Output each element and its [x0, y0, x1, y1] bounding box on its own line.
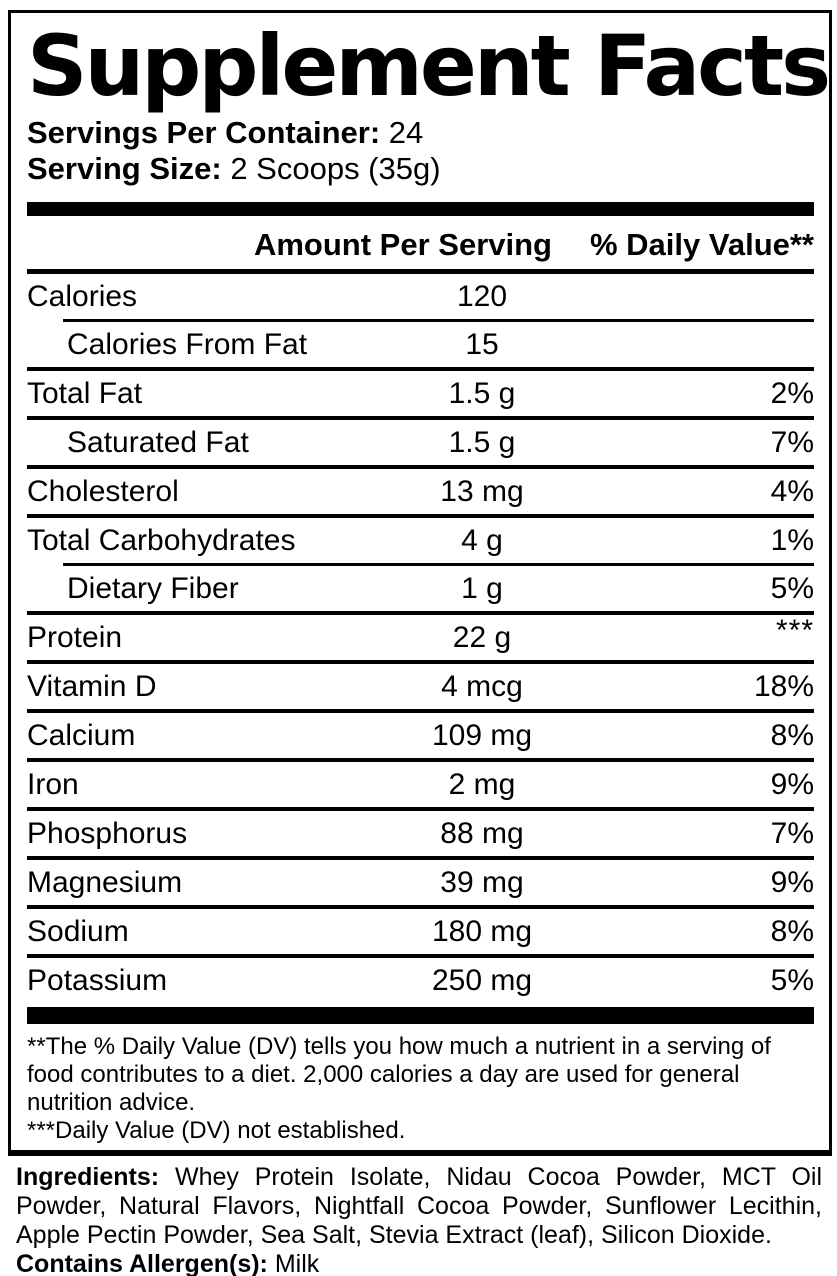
allergen-line: Contains Allergen(s): Milk — [16, 1250, 822, 1276]
nutrient-amount: 4 mcg — [441, 669, 523, 703]
nutrient-name: Phosphorus — [27, 816, 188, 850]
row-separator-indented — [63, 563, 814, 566]
row-separator — [27, 905, 814, 909]
nutrient-daily-value: 5% — [770, 963, 814, 997]
column-header-daily-value: % Daily Value** — [589, 227, 814, 262]
ingredients-paragraph: Ingredients: Whey Protein Isolate, Nidau… — [16, 1163, 822, 1250]
nutrient-name: Cholesterol — [27, 474, 179, 508]
nutrient-name: Iron — [27, 767, 79, 801]
panel-title: Supplement Facts — [27, 17, 831, 115]
nutrient-amount: 120 — [456, 279, 508, 313]
nutrient-daily-value: 8% — [770, 718, 814, 752]
nutrient-name: Potassium — [27, 963, 168, 997]
row-calories: Calories 120 — [27, 274, 814, 319]
nutrient-name: Vitamin D — [27, 669, 157, 703]
nutrient-name: Calcium — [27, 718, 136, 752]
allergen-value: Milk — [274, 1250, 320, 1276]
nutrient-amount: 1 g — [461, 571, 503, 605]
column-header-amount: Amount Per Serving — [253, 227, 552, 262]
row-calories-from-fat: Calories From Fat 15 — [27, 322, 814, 367]
nutrient-name: Calories From Fat — [67, 327, 308, 361]
nutrient-name: Sodium — [27, 914, 129, 948]
row-magnesium: Magnesium 39 mg 9% — [27, 860, 814, 905]
nutrient-amount: 250 mg — [431, 963, 533, 997]
nutrient-name: Saturated Fat — [67, 425, 249, 459]
nutrient-name: Total Carbohydrates — [27, 523, 296, 557]
nutrient-daily-value: 4% — [770, 474, 814, 508]
row-phosphorus: Phosphorus 88 mg 7% — [27, 811, 814, 856]
nutrient-amount: 4 g — [461, 523, 503, 557]
footnotes: **The % Daily Value (DV) tells you how m… — [27, 1033, 814, 1145]
row-separator — [27, 709, 814, 713]
row-total-carbohydrates: Total Carbohydrates 4 g 1% — [27, 518, 814, 563]
nutrient-daily-value: 7% — [770, 425, 814, 459]
row-separator — [27, 465, 814, 469]
row-dietary-fiber: Dietary Fiber 1 g 5% — [27, 566, 814, 611]
row-saturated-fat: Saturated Fat 1.5 g 7% — [27, 420, 814, 465]
ingredients-section: Ingredients: Whey Protein Isolate, Nidau… — [16, 1163, 822, 1276]
nutrient-amount: 88 mg — [440, 816, 524, 850]
ingredients-list: Whey Protein Isolate, Nidau Cocoa Powder… — [16, 1163, 822, 1249]
nutrient-daily-value: 9% — [770, 767, 814, 801]
not-established-footnote: ***Daily Value (DV) not established. — [27, 1117, 406, 1144]
nutrient-amount: 1.5 g — [448, 425, 516, 459]
row-separator — [27, 514, 814, 518]
servings-per-container-value: 24 — [388, 115, 424, 150]
nutrient-name: Total Fat — [27, 376, 143, 410]
nutrient-amount: 180 mg — [431, 914, 533, 948]
nutrient-amount: 109 mg — [431, 718, 533, 752]
daily-value-footnote: **The % Daily Value (DV) tells you how m… — [27, 1033, 771, 1116]
nutrient-daily-value: 5% — [770, 571, 814, 605]
row-cholesterol: Cholesterol 13 mg 4% — [27, 469, 814, 514]
serving-size-line: Serving Size: 2 Scoops (35g) — [27, 151, 814, 187]
nutrient-name: Calories — [27, 279, 138, 313]
row-separator — [27, 807, 814, 811]
row-separator-indented — [63, 319, 814, 322]
nutrient-daily-value: 8% — [770, 914, 814, 948]
nutrient-name: Magnesium — [27, 865, 183, 899]
nutrient-name: Dietary Fiber — [67, 571, 239, 605]
nutrient-amount: 39 mg — [440, 865, 524, 899]
row-potassium: Potassium 250 mg 5% — [27, 958, 814, 1003]
servings-per-container-label: Servings Per Container: — [27, 115, 381, 150]
nutrient-amount: 15 — [465, 327, 499, 361]
row-vitamin-d: Vitamin D 4 mcg 18% — [27, 664, 814, 709]
row-separator — [27, 856, 814, 860]
table-column-header: Amount Per Serving % Daily Value** — [27, 216, 814, 269]
row-sodium: Sodium 180 mg 8% — [27, 909, 814, 954]
nutrient-daily-value: 2% — [770, 376, 814, 410]
allergen-label: Contains Allergen(s): — [16, 1250, 268, 1276]
nutrient-daily-value: 9% — [770, 865, 814, 899]
nutrient-daily-value: 7% — [770, 816, 814, 850]
row-separator — [27, 660, 814, 664]
nutrient-daily-value: 18% — [753, 669, 814, 703]
row-iron: Iron 2 mg 9% — [27, 762, 814, 807]
row-separator — [27, 758, 814, 762]
row-protein: Protein 22 g *** — [27, 613, 814, 660]
row-total-fat: Total Fat 1.5 g 2% — [27, 371, 814, 416]
row-separator — [27, 367, 814, 371]
serving-size-label: Serving Size: — [27, 151, 222, 186]
nutrient-daily-value: *** — [775, 613, 814, 647]
nutrient-amount: 2 mg — [448, 767, 516, 801]
ingredients-label: Ingredients: — [16, 1163, 160, 1191]
thick-divider-top — [27, 202, 814, 216]
row-separator — [27, 611, 814, 615]
row-calcium: Calcium 109 mg 8% — [27, 713, 814, 758]
nutrient-daily-value: 1% — [770, 523, 814, 557]
row-separator — [27, 416, 814, 420]
thick-divider-bottom — [27, 1007, 814, 1024]
servings-per-container-line: Servings Per Container: 24 — [27, 115, 814, 151]
supplement-facts-panel: Supplement Facts Servings Per Container:… — [8, 10, 832, 1156]
serving-size-value: 2 Scoops (35g) — [230, 151, 441, 186]
nutrient-name: Protein — [27, 620, 123, 654]
nutrient-amount: 1.5 g — [448, 376, 516, 410]
row-separator — [27, 954, 814, 958]
header-separator — [27, 269, 814, 274]
nutrient-amount: 13 mg — [440, 474, 524, 508]
nutrient-amount: 22 g — [452, 620, 512, 654]
